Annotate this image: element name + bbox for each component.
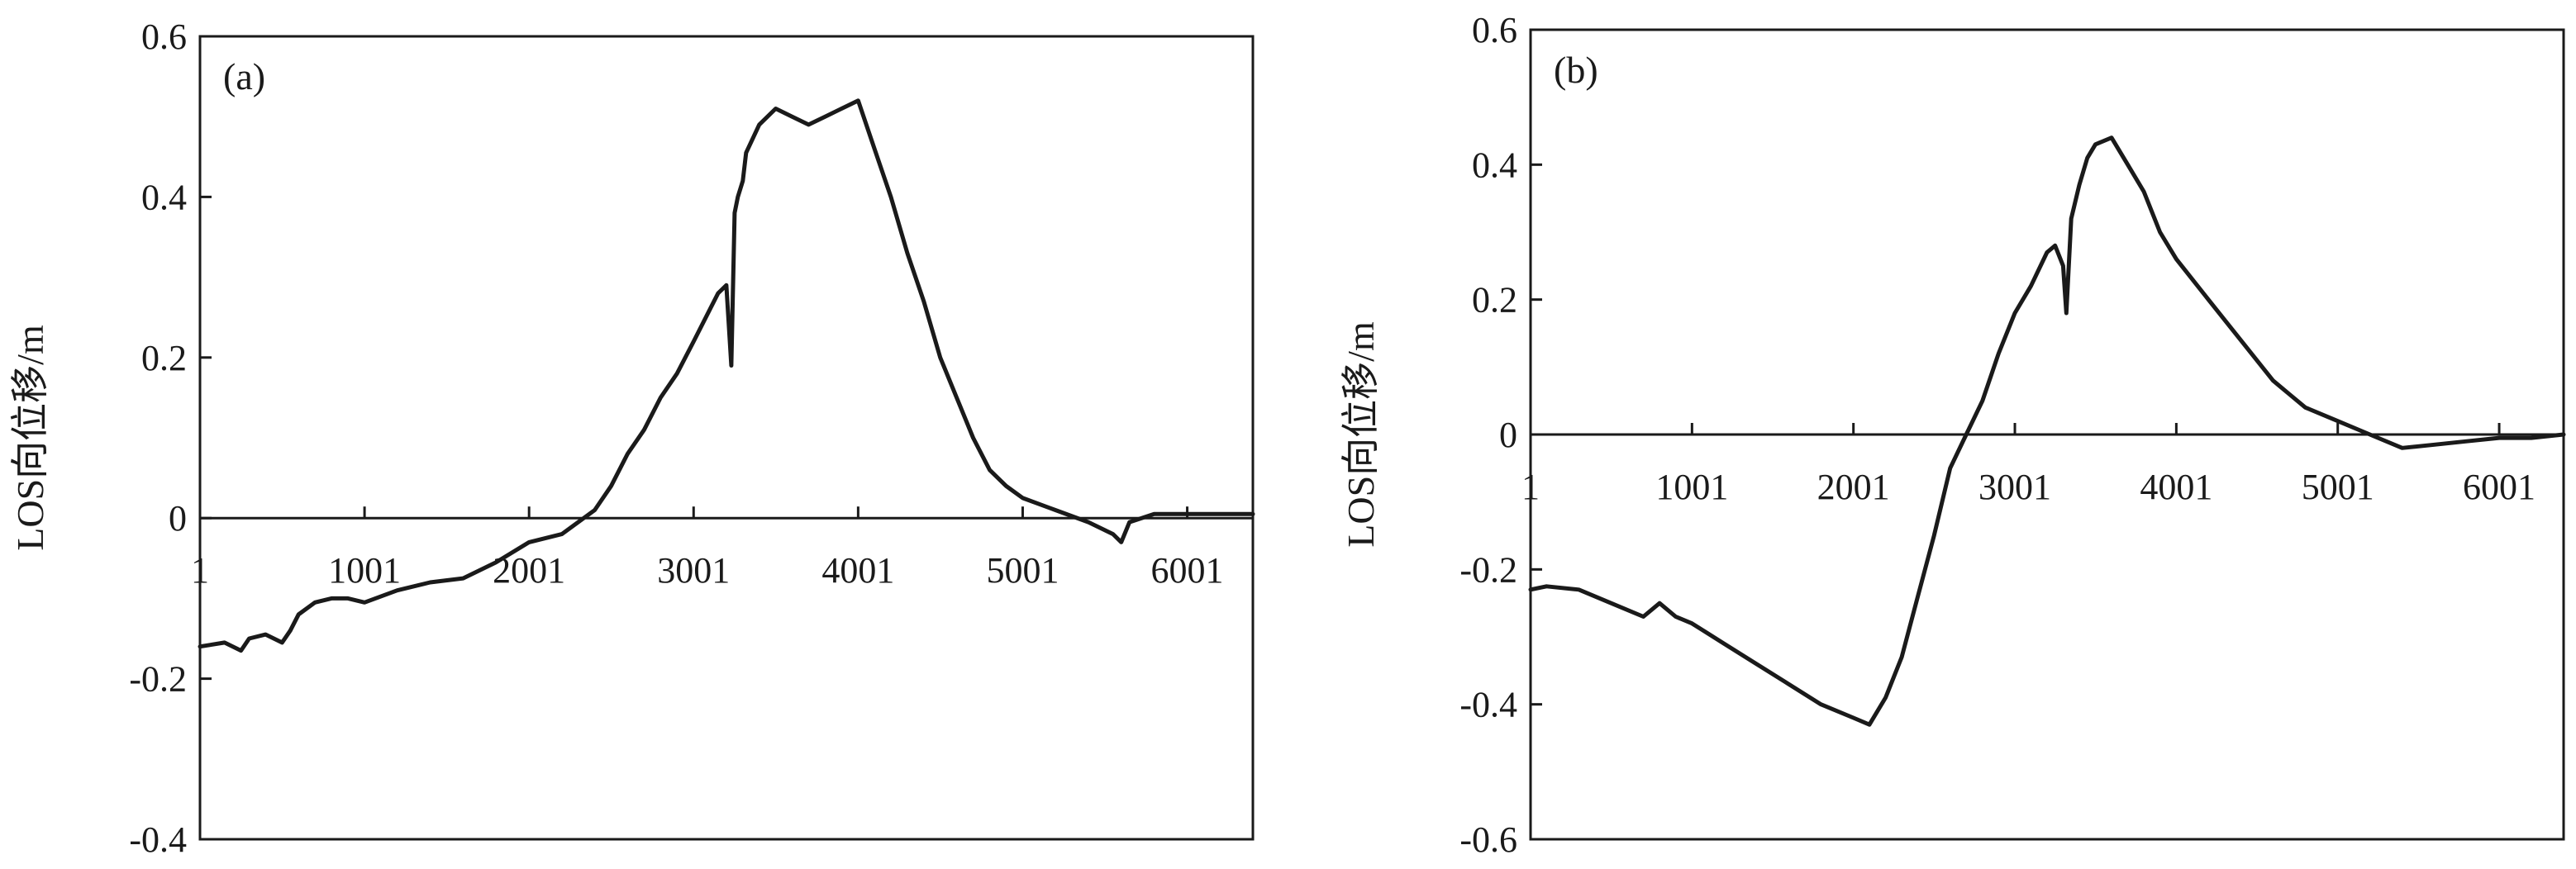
y-tick-label: -0.2	[129, 659, 187, 700]
y-tick-label: 0.6	[1472, 10, 1517, 50]
x-tick-label: 3001	[1978, 467, 2051, 507]
y-tick-label: 0.4	[141, 177, 187, 217]
plot-frame	[198, 35, 1255, 841]
x-tick-label: 6001	[1151, 550, 1224, 591]
x-tick-label: 4001	[2140, 467, 2212, 507]
y-tick-label: 0.6	[141, 17, 187, 57]
x-tick-label: 3001	[657, 550, 730, 591]
y-tick-label: -0.4	[129, 819, 187, 860]
panel-b: -0.6 -0.4 -0.2 0 0.2 0.4 0.6 1 1001 2001 3001 4001 5…	[1340, 10, 2566, 860]
y-tick-label: 0	[169, 498, 187, 539]
y-tick-label: -0.4	[1459, 685, 1517, 725]
y-axis-label: LOS向位移/m	[9, 325, 51, 551]
y-tick-label: 0.2	[141, 338, 187, 378]
y-axis-label: LOS向位移/m	[1340, 321, 1382, 548]
y-tick-label: 0	[1499, 415, 1517, 455]
panel-label: (b)	[1554, 49, 1598, 91]
panel-a: -0.4-0.200.20.40.61 1001 2001 3001 4001 5001 6…	[9, 17, 1255, 860]
x-tick-label: 2001	[1817, 467, 1890, 507]
x-tick-label: 5001	[2302, 467, 2374, 507]
series-line	[1528, 135, 2566, 727]
y-tick-label: -0.6	[1459, 819, 1517, 860]
panel-label: (a)	[223, 55, 265, 97]
y-tick-label: 0.2	[1472, 280, 1517, 321]
y-tick-label: 0.4	[1472, 145, 1517, 185]
x-tick-label: 5001	[986, 550, 1059, 591]
x-tick-label: 1001	[1655, 467, 1728, 507]
y-tick-label: -0.2	[1459, 549, 1517, 590]
x-tick-label: 4001	[821, 550, 894, 591]
x-tick-label: 1	[191, 550, 209, 591]
series-line	[198, 98, 1255, 653]
x-tick-label: 1	[1521, 467, 1540, 507]
x-tick-label: 1001	[328, 550, 401, 591]
x-tick-label: 6001	[2463, 467, 2536, 507]
